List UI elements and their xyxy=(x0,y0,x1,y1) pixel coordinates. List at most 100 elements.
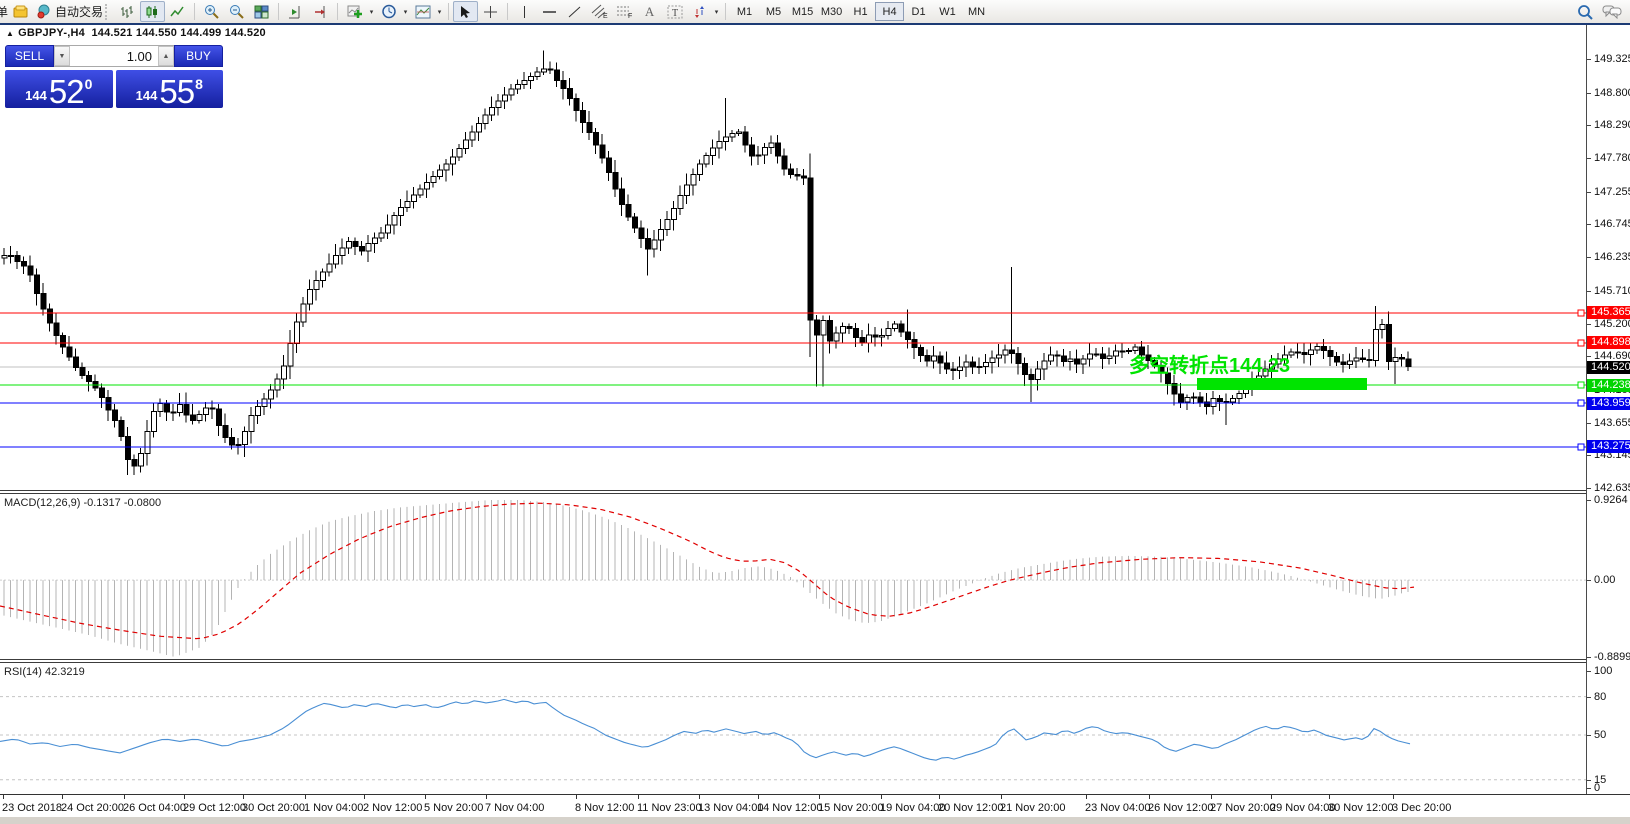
line-handle[interactable] xyxy=(1577,381,1585,389)
templates-icon[interactable] xyxy=(410,1,435,22)
time-tick xyxy=(1393,795,1394,799)
indicators-icon[interactable] xyxy=(342,1,367,22)
time-axis-label: 15 Nov 20:00 xyxy=(818,802,884,814)
toolbar-grip xyxy=(105,3,111,20)
rsi-scale-tick xyxy=(1587,696,1591,698)
zoom-out-icon[interactable] xyxy=(224,1,249,22)
line-handle[interactable] xyxy=(1577,309,1585,317)
crosshair-icon[interactable] xyxy=(478,1,503,22)
highlight-rectangle[interactable] xyxy=(1197,378,1367,390)
time-tick xyxy=(939,795,940,799)
macd-scale-label: 0.00 xyxy=(1594,574,1616,587)
toolbar-separator xyxy=(448,3,450,20)
symbol-title: ▲ GBPJPY-,H4 144.521 144.550 144.499 144.… xyxy=(6,27,266,39)
periods-dropdown-caret[interactable]: ▾ xyxy=(403,8,408,16)
time-tick xyxy=(699,795,700,799)
time-axis-label: 20 Nov 12:00 xyxy=(938,802,1004,814)
volume-input[interactable]: 1.00 xyxy=(126,49,152,64)
time-tick xyxy=(881,795,882,799)
price-level-badge: 143.959 xyxy=(1587,396,1630,410)
time-axis-label: 24 Oct 20:00 xyxy=(61,802,124,814)
new-order-icon[interactable] xyxy=(8,1,33,22)
horizontal-line-icon[interactable] xyxy=(537,1,562,22)
timeframe-button-MN[interactable]: MN xyxy=(967,5,986,18)
macd-scale-tick xyxy=(1587,657,1591,658)
timeframe-button-D1[interactable]: D1 xyxy=(911,5,926,18)
macd-scale-label: 0.9264 xyxy=(1594,494,1628,506)
price-level-badge: 145.365 xyxy=(1587,306,1630,320)
pane-separator[interactable] xyxy=(0,659,1630,663)
search-icon[interactable] xyxy=(1577,4,1594,20)
rsi-indicator-pane[interactable]: RSI(14) 42.3219 xyxy=(0,663,1586,794)
time-axis-label: 27 Nov 20:00 xyxy=(1210,802,1276,814)
time-tick xyxy=(124,795,125,799)
timeframe-button-H1[interactable]: H1 xyxy=(853,5,868,18)
line-chart-icon[interactable] xyxy=(165,1,190,22)
line-handle[interactable] xyxy=(1577,399,1585,407)
timeframe-button-M5[interactable]: M5 xyxy=(765,5,782,18)
timeframe-toolbar: M1 M5 M15 M30 H1 H4 D1 W1 MN xyxy=(730,2,991,21)
cursor-icon[interactable] xyxy=(453,1,479,22)
pane-separator[interactable] xyxy=(0,490,1630,494)
arrows-icon[interactable] xyxy=(687,1,712,22)
timeframe-button-H4[interactable]: H4 xyxy=(875,2,905,21)
sell-price-pip: 0 xyxy=(84,76,93,92)
volume-decrease-button[interactable]: ▼ xyxy=(54,46,70,66)
rsi-scale-tick xyxy=(1587,788,1591,789)
chat-icon[interactable] xyxy=(1602,4,1622,19)
candlestick-chart-icon[interactable] xyxy=(140,1,166,22)
price-tick xyxy=(1587,290,1591,292)
bar-chart-icon[interactable] xyxy=(115,1,140,22)
trendline-icon[interactable] xyxy=(562,1,587,22)
text-label-icon[interactable]: T xyxy=(662,1,687,22)
time-axis[interactable]: 23 Oct 2018 24 Oct 20:00 26 Oct 04:00 29 Oc… xyxy=(0,794,1630,817)
line-handle[interactable] xyxy=(1577,339,1585,347)
collapse-triangle-icon[interactable]: ▲ xyxy=(6,29,15,38)
one-click-trading-panel: SELL ▼ 1.00 ▲ BUY 144 52 0 144 55 8 xyxy=(5,45,223,108)
sell-price-tile[interactable]: 144 52 0 xyxy=(5,70,113,108)
timeframe-button-W1[interactable]: W1 xyxy=(939,5,956,18)
price-chart-pane[interactable]: ▲ GBPJPY-,H4 144.521 144.550 144.499 144.… xyxy=(0,25,1586,490)
line-handle[interactable] xyxy=(1577,443,1585,451)
price-tick xyxy=(1587,422,1591,424)
main-toolbar: 单 自动交易 ▾ ▾ ▾ xyxy=(0,0,1630,23)
symbol-period-label: GBPJPY-,H4 xyxy=(18,27,85,39)
price-axis[interactable]: 149.325 148.800 148.290 147.780 147.255 146.7… xyxy=(1586,25,1630,794)
time-axis-label: 14 Nov 12:00 xyxy=(757,802,823,814)
buy-button[interactable]: BUY xyxy=(174,45,223,67)
periods-icon[interactable] xyxy=(376,1,401,22)
time-tick xyxy=(819,795,820,799)
tile-windows-icon[interactable] xyxy=(249,1,274,22)
fibonacci-icon[interactable]: F xyxy=(612,1,637,22)
pivot-annotation-text[interactable]: 多空转折点144.23 xyxy=(1129,355,1291,377)
autotrading-icon[interactable] xyxy=(33,1,55,22)
time-axis-label: 23 Oct 2018 xyxy=(2,802,62,814)
timeframe-button-M15[interactable]: M15 xyxy=(791,5,814,18)
macd-indicator-pane[interactable]: MACD(12,26,9) -0.1317 -0.0800 xyxy=(0,494,1586,659)
timeframe-button-M30[interactable]: M30 xyxy=(820,5,843,18)
toolbar-separator xyxy=(194,3,196,20)
time-tick xyxy=(1149,795,1150,799)
time-tick xyxy=(425,795,426,799)
orders-button-partial[interactable]: 单 xyxy=(0,5,9,19)
sell-button[interactable]: SELL xyxy=(5,45,54,67)
chart-shift-icon[interactable] xyxy=(308,1,333,22)
equidistant-channel-icon[interactable]: E xyxy=(587,1,612,22)
indicators-dropdown-caret[interactable]: ▾ xyxy=(369,8,374,16)
timeframe-button-M1[interactable]: M1 xyxy=(736,5,753,18)
arrows-dropdown-caret[interactable]: ▾ xyxy=(714,8,719,16)
time-tick xyxy=(1329,795,1330,799)
time-tick xyxy=(305,795,306,799)
buy-price-tile[interactable]: 144 55 8 xyxy=(115,70,223,108)
templates-dropdown-caret[interactable]: ▾ xyxy=(437,8,442,16)
volume-increase-button[interactable]: ▲ xyxy=(158,46,174,66)
autotrading-button[interactable]: 自动交易 xyxy=(55,5,104,19)
window-bottom-edge xyxy=(0,817,1630,824)
price-tick xyxy=(1587,323,1591,325)
vertical-line-icon[interactable] xyxy=(512,1,537,22)
time-tick xyxy=(364,795,365,799)
text-icon[interactable]: A xyxy=(644,3,655,19)
price-axis-label: 145.710 xyxy=(1594,284,1630,297)
zoom-in-icon[interactable] xyxy=(199,1,224,22)
auto-scroll-icon[interactable] xyxy=(283,1,308,22)
